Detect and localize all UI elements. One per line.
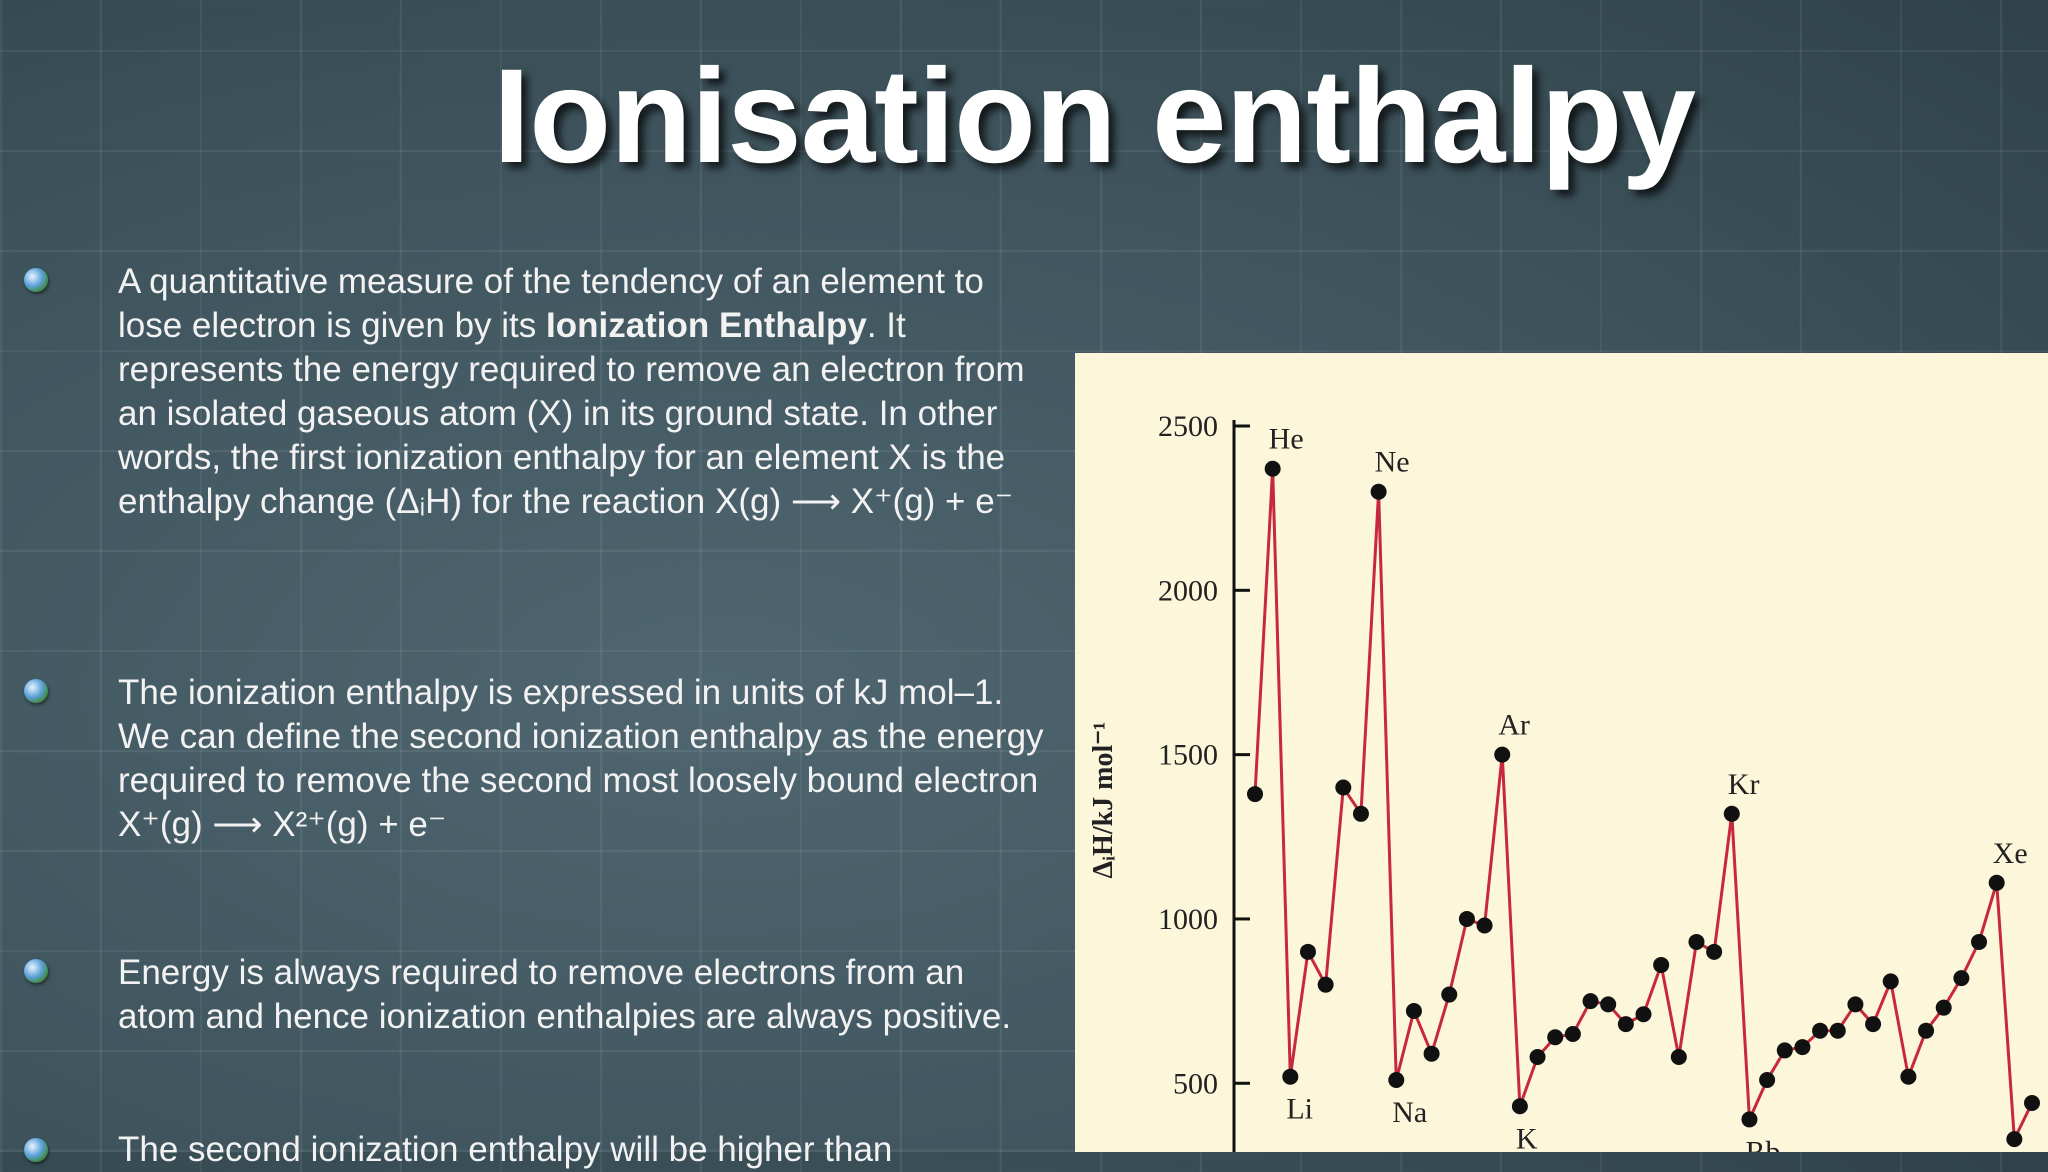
bullet-icon [24,268,48,292]
data-point [1617,1016,1634,1033]
data-point [1388,1071,1405,1088]
equation: X⁺(g) ⟶ X²⁺(g) + e⁻ [118,805,447,844]
y-tick-label: 2000 [1158,574,1218,607]
point-label: Li [1286,1093,1313,1126]
chart-panel [1075,353,2048,1152]
data-point [1564,1025,1581,1042]
point-label: K [1516,1122,1538,1152]
point-label: Rb [1745,1135,1780,1152]
data-point [1494,746,1511,763]
y-axis-label: ΔᵢH/kJ mol⁻¹ [1088,722,1119,879]
data-point [1547,1029,1564,1046]
data-point [1370,483,1387,500]
y-tick-label: 1500 [1158,739,1218,772]
data-point [1653,956,1670,973]
data-point [1900,1068,1917,1085]
data-point [1299,943,1316,960]
data-point [1935,999,1952,1016]
data-point [1971,933,1988,950]
data-point [1723,805,1740,822]
data-point [1405,1002,1422,1019]
data-point [2006,1131,2023,1148]
bullet-icon [24,959,48,983]
slide-title: Ionisation enthalpy [493,42,1696,191]
data-point [1317,976,1334,993]
data-point [1635,1006,1652,1023]
data-point [1741,1111,1758,1128]
data-point [1688,933,1705,950]
data-point [1600,996,1617,1013]
data-point [1582,993,1599,1010]
data-point [1458,910,1475,927]
point-label: He [1269,423,1304,456]
bullet-text: Energy is always required to remove elec… [118,953,1012,1036]
data-point [1441,986,1458,1003]
data-point [1264,460,1281,477]
data-point [1335,779,1352,796]
point-label: Kr [1728,768,1760,801]
data-point [1706,943,1723,960]
bullet-icon [24,679,48,703]
data-point [2024,1094,2040,1111]
data-point [1918,1022,1935,1039]
y-tick-label: 1000 [1158,903,1218,936]
bullet-text: A quantitative measure of the tendency o… [118,260,1048,524]
data-point [1794,1039,1811,1056]
bold-text: Ionization Enthalpy [545,306,867,345]
data-point [1282,1068,1299,1085]
data-point [1953,970,1970,987]
data-point [1776,1042,1793,1059]
point-label: Ar [1498,709,1530,742]
data-point [1476,917,1493,934]
data-point [1247,786,1263,803]
y-tick-label: 500 [1173,1067,1218,1100]
point-label: Xe [1993,837,2028,870]
data-point [1529,1048,1546,1065]
data-point [1352,805,1369,822]
data-point [1423,1045,1440,1062]
text: A quantitative measure of the tendency o… [118,262,984,345]
data-point [1511,1098,1528,1115]
y-tick-label: 2500 [1158,410,1218,443]
data-point [1847,996,1864,1013]
text: . It represents the energy required to r… [118,306,1025,521]
data-point [1812,1022,1829,1039]
point-label: Ne [1375,446,1410,479]
data-point [1670,1048,1687,1065]
text: The ionization enthalpy is expressed in … [118,673,1044,800]
data-point [1759,1071,1776,1088]
data-point [1865,1016,1882,1033]
data-point [1829,1022,1846,1039]
data-point [1882,973,1899,990]
point-label: Na [1392,1096,1427,1129]
bullet-text: The ionization enthalpy is expressed in … [118,671,1048,847]
data-point [1988,874,2005,891]
